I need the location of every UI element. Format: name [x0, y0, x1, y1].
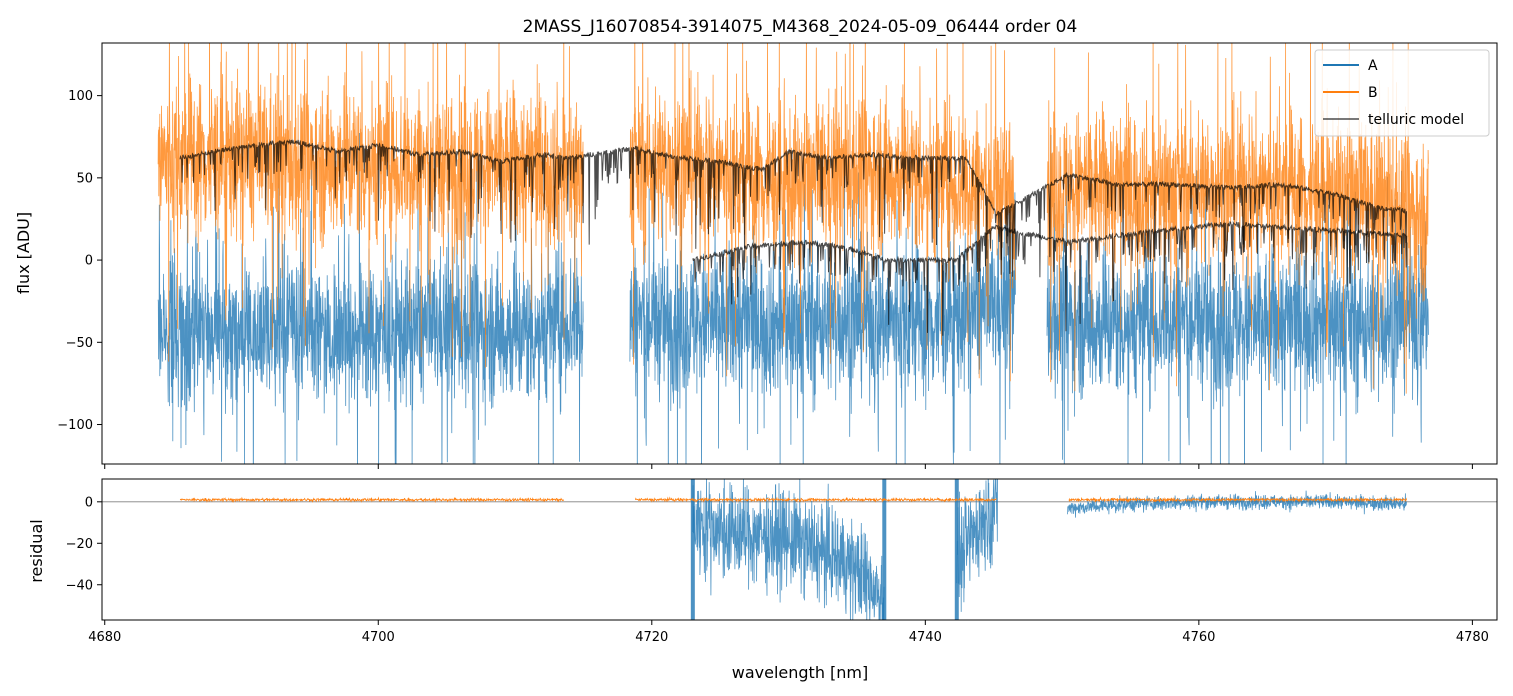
- residual-series-b-segment-2: [635, 496, 997, 503]
- residual-series-a-segment-2: [956, 479, 998, 612]
- x-tick-label: 4780: [1456, 630, 1489, 645]
- residual-series-a-segment-1: [692, 479, 885, 620]
- residual-series-a-line: [690, 479, 1407, 620]
- series-a-line-segment-3: [1046, 134, 1429, 464]
- flux-panel: −100 −50 0 50 100 flux [ADU] A B telluric mo…: [14, 42, 1498, 469]
- residual-y-tick-label: −40: [66, 578, 93, 593]
- flux-y-tick-label: −50: [66, 336, 93, 351]
- x-tick-label: 4700: [362, 630, 395, 645]
- residual-series-a-edge-1: [690, 479, 695, 620]
- residual-series-b-segment-3: [1068, 496, 1407, 504]
- x-tick-label: 4740: [909, 630, 942, 645]
- legend-label-a: A: [1368, 58, 1378, 74]
- residual-panel: −40 −20 0 4680 4700 4720 4740 4760 4780 residual…: [27, 478, 1498, 682]
- chart-title: 2MASS_J16070854-3914075_M4368_2024-05-09…: [523, 17, 1078, 37]
- residual-y-axis-label: residual: [27, 519, 46, 582]
- legend-label-telluric: telluric model: [1368, 112, 1464, 128]
- legend: A B telluric model: [1314, 49, 1490, 137]
- series-b-line-segment-3: [1046, 43, 1429, 394]
- residual-series-b-segment-1: [179, 496, 565, 503]
- residual-y-tick-label: −20: [66, 537, 93, 552]
- residual-series-a-edge-3: [954, 479, 959, 620]
- flux-plot-frame: [101, 42, 1498, 465]
- x-tick-label: 4760: [1182, 630, 1215, 645]
- flux-y-tick-label: 50: [76, 171, 93, 186]
- residual-series-b-line: [179, 496, 1407, 504]
- x-tick-label: 4680: [88, 630, 121, 645]
- telluric-model-line: [179, 138, 1408, 336]
- flux-y-tick-label: −100: [57, 418, 93, 433]
- residual-series-a-segment-3: [1067, 490, 1407, 518]
- residual-series-a-edge-2: [882, 479, 887, 620]
- series-b-line-segment-1: [157, 43, 584, 368]
- flux-y-tick-label: 0: [85, 254, 93, 269]
- residual-plot-frame: [101, 478, 1498, 621]
- flux-y-tick-label: 100: [68, 89, 93, 104]
- series-a-line-segment-1: [157, 132, 584, 464]
- legend-box: [1314, 49, 1490, 137]
- legend-label-b: B: [1368, 85, 1378, 101]
- telluric-model-curve-2: [692, 220, 1408, 336]
- telluric-model-curve-1: [179, 138, 1407, 284]
- residual-y-tick-label: 0: [85, 495, 93, 510]
- series-a-line: [157, 132, 1429, 464]
- x-tick-label: 4720: [635, 630, 668, 645]
- x-axis-label: wavelength [nm]: [732, 663, 869, 682]
- flux-y-axis-label: flux [ADU]: [14, 212, 33, 294]
- series-a-line-segment-2: [629, 160, 1016, 464]
